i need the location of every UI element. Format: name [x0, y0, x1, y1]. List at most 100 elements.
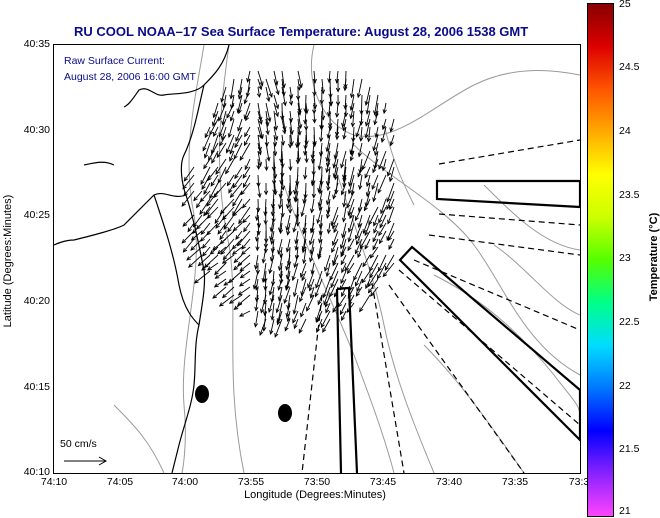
current-vector-head [357, 253, 362, 259]
current-vector [181, 230, 195, 244]
current-vector-head [370, 291, 375, 297]
current-vector-head [221, 293, 227, 299]
current-vector-head [335, 135, 340, 141]
current-vector [345, 254, 355, 271]
current-vector [265, 102, 271, 122]
current-vector [313, 94, 316, 109]
current-vector [300, 262, 307, 278]
current-vector [332, 214, 339, 229]
current-vector [231, 94, 235, 109]
current-vector-head [299, 297, 304, 303]
current-vector-head [332, 308, 337, 313]
current-vector [217, 222, 227, 235]
current-vector [315, 278, 323, 297]
current-vector [230, 78, 235, 99]
current-vector-head [276, 320, 281, 326]
x-tick-label: 74:05 [106, 476, 134, 488]
current-vector [327, 222, 331, 234]
current-vector [207, 262, 219, 271]
current-vector-head [346, 203, 351, 209]
current-vector [229, 150, 235, 162]
mooring-marker-1[interactable] [195, 385, 209, 403]
current-vector-head [256, 165, 261, 171]
current-vector-head [384, 265, 389, 271]
current-vector [315, 270, 323, 288]
current-vector-head [288, 100, 294, 107]
current-vector-head [356, 93, 362, 99]
current-vector-head [212, 294, 218, 299]
current-vector [348, 166, 355, 187]
current-vector [311, 174, 315, 186]
current-vector-head [223, 281, 229, 286]
current-vector-head [365, 284, 370, 290]
current-vector [205, 198, 219, 215]
current-vector-head [379, 223, 384, 229]
current-vector-head [306, 306, 311, 312]
current-vector-head [254, 297, 260, 303]
current-vector-head [285, 312, 290, 318]
current-vector-head [241, 203, 247, 209]
current-vector-head [200, 180, 205, 186]
current-vector-head [354, 249, 359, 255]
current-vector [318, 190, 323, 207]
current-vector-head [315, 328, 321, 334]
current-vector-head [365, 182, 371, 188]
map-plot-area[interactable] [53, 44, 581, 474]
colorbar-tick-label: 21.5 [619, 443, 640, 455]
current-vector [215, 158, 227, 175]
current-vector [230, 182, 243, 198]
current-vector [350, 102, 355, 119]
current-vector [255, 294, 259, 311]
current-vector-head [349, 114, 354, 120]
current-vector [235, 126, 243, 142]
current-vector-head [308, 240, 314, 246]
scale-arrow [64, 456, 108, 466]
current-vector [313, 78, 315, 96]
current-vector-head [340, 163, 345, 169]
current-vector [364, 222, 371, 236]
current-vector [215, 270, 227, 279]
current-vector [213, 102, 219, 118]
current-vector-head [215, 223, 220, 229]
current-vector [269, 278, 275, 295]
current-vector [237, 294, 251, 306]
current-vector-head [226, 113, 231, 119]
current-vector [350, 94, 355, 111]
current-vector [300, 302, 307, 317]
current-vector [227, 222, 235, 232]
current-vector [342, 110, 347, 127]
current-vector [357, 78, 363, 98]
current-vector-head [243, 141, 248, 147]
current-vector [309, 246, 315, 262]
current-vector [229, 142, 235, 154]
current-vector [378, 222, 387, 236]
current-vector-head [309, 228, 315, 234]
current-vector [257, 126, 262, 139]
current-vector [234, 134, 243, 148]
current-vector-head [268, 92, 273, 98]
current-vector-head [364, 133, 369, 139]
current-vector-head [307, 283, 312, 289]
mooring-marker-2[interactable] [278, 404, 292, 422]
current-vector [322, 278, 331, 298]
current-vector [270, 214, 275, 232]
current-vector [202, 246, 211, 257]
current-vector [382, 158, 387, 171]
current-vector [257, 78, 262, 90]
current-vector-head [283, 298, 288, 304]
current-vector [294, 254, 299, 268]
current-vector [272, 198, 275, 216]
colorbar-tick-label: 24.5 [619, 61, 640, 73]
current-vector [220, 238, 235, 255]
current-vector [265, 110, 269, 126]
current-vector [200, 230, 211, 242]
current-vector [331, 238, 339, 253]
x-tick-label: 73:35 [501, 476, 529, 488]
current-vector-head [254, 264, 259, 270]
current-vector-head [258, 133, 263, 139]
current-vector [319, 198, 323, 211]
current-vector-head [314, 292, 319, 298]
current-vector-head [233, 305, 239, 311]
current-vector [192, 222, 203, 234]
current-vector [311, 142, 315, 159]
